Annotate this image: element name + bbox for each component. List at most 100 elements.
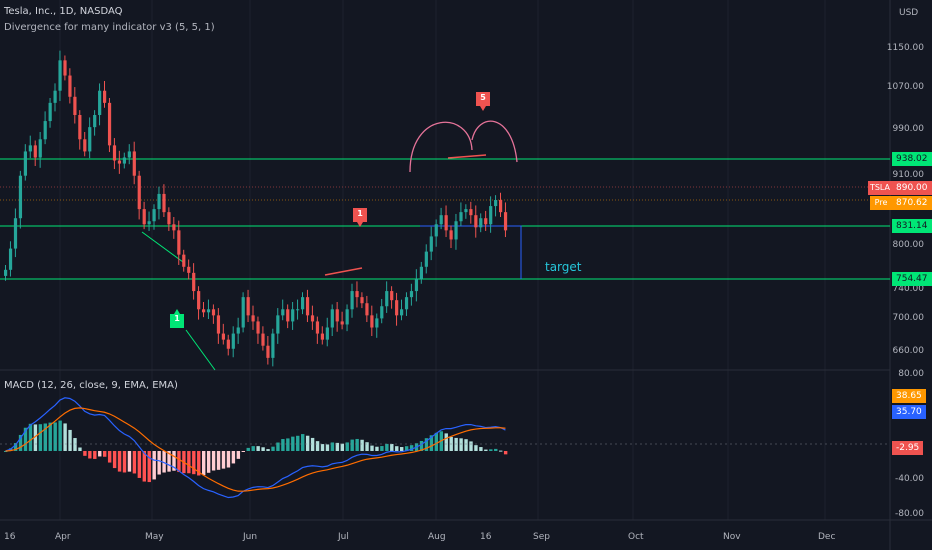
candle-body [206, 309, 211, 313]
price-axis-label: 1070.00 [886, 82, 924, 92]
pattern-arc-left [409, 121, 473, 173]
histogram-bar [88, 451, 92, 459]
histogram-bar [53, 422, 57, 451]
candle-body [157, 193, 161, 210]
histogram-bar [390, 443, 394, 451]
histogram-bar [291, 436, 295, 451]
price-axis-label: 910.00 [892, 170, 925, 180]
histogram-bar [23, 427, 28, 451]
histogram-bar [78, 447, 82, 451]
histogram-bar [28, 423, 33, 451]
bull-marker-1-label: 1 [174, 314, 180, 323]
candle-body [395, 300, 399, 316]
histogram-bar [103, 451, 107, 457]
histogram-bar [330, 442, 335, 451]
histogram-bar [137, 451, 142, 478]
bear-marker-5-label: 5 [480, 93, 486, 102]
histogram-bar [147, 451, 151, 483]
histogram-bar [231, 451, 236, 464]
candle-body [429, 236, 433, 252]
candle-body [103, 90, 107, 103]
macd-histogram [4, 420, 508, 483]
histogram-bar [355, 438, 359, 451]
bear-marker-1[interactable] [353, 208, 367, 227]
candle-body [320, 333, 324, 340]
histogram-bar [221, 451, 226, 469]
candle-body [503, 212, 508, 231]
histogram-bar [266, 449, 270, 451]
histogram-bar [112, 451, 117, 469]
time-axis-label: Nov [723, 532, 741, 542]
bull-marker-1[interactable] [170, 309, 184, 328]
candle-body [192, 272, 196, 292]
macd-axis-label: 80.00 [898, 369, 924, 379]
candle-body [296, 309, 300, 311]
bull-divergence-line [141, 231, 184, 263]
histogram-bar [167, 451, 171, 472]
candle-body [345, 309, 349, 325]
target-measure[interactable] [420, 225, 522, 279]
last-price-tag: 890.00 [892, 181, 932, 195]
candle-body [400, 309, 404, 316]
histogram-bar [494, 448, 498, 451]
bear-marker-1-label: 1 [357, 209, 363, 218]
macd-axis-label: -40.00 [894, 474, 924, 484]
histogram-bar [172, 451, 176, 471]
candle-body [18, 175, 23, 219]
histogram-bar [251, 446, 255, 451]
tsla-label: TSLA [868, 181, 892, 195]
histogram-bar [226, 451, 231, 468]
candle-body [4, 269, 8, 276]
time-axis-label: Apr [55, 532, 71, 542]
candle-body [98, 90, 102, 115]
bear-marker-5[interactable] [476, 92, 490, 111]
histogram-bar [301, 434, 305, 451]
candle-body [38, 139, 42, 158]
histogram-bar [380, 446, 384, 451]
signal-line [5, 407, 506, 492]
candle-body [350, 291, 354, 310]
price-axis-label: 800.00 [892, 240, 925, 250]
price-axis-label: 1150.00 [886, 43, 924, 53]
histogram-bar [489, 449, 493, 451]
histogram-bar [325, 444, 330, 451]
candle-body [444, 215, 448, 231]
candle-body [53, 90, 57, 103]
histogram-bar [83, 451, 87, 456]
candle-body [286, 309, 290, 322]
histogram-bar [365, 442, 369, 451]
histogram-bar [13, 443, 18, 451]
candle-body [325, 327, 329, 340]
candle-body [246, 297, 250, 316]
candle-body [494, 200, 498, 207]
candle-body [202, 309, 206, 313]
candle-body [13, 218, 18, 249]
histogram-bar [261, 447, 265, 451]
histogram-bar [320, 444, 325, 451]
candle-body [142, 209, 146, 225]
candle-body [266, 345, 270, 358]
histogram-bar [474, 445, 478, 451]
histogram-bar [400, 447, 404, 451]
candle-body [256, 321, 260, 334]
histogram-bar [117, 451, 122, 472]
candle-body [23, 151, 27, 176]
time-axis-label: Jun [243, 532, 258, 542]
histogram-bar [404, 446, 409, 451]
candle-body [281, 309, 285, 316]
level-tag-831: 831.14 [892, 219, 932, 233]
histogram-bar [132, 451, 137, 474]
histogram-bar [197, 451, 201, 476]
bear-divergence-line-1 [324, 267, 363, 276]
histogram-bar [241, 451, 245, 452]
candle-body [340, 321, 344, 325]
candle-body [48, 102, 52, 122]
candle-body [365, 303, 369, 316]
pre-label: Pre [870, 196, 892, 210]
candle-body [211, 309, 216, 316]
level-tag-938: 938.02 [892, 152, 932, 166]
candle-body [43, 121, 47, 140]
candle-body [147, 221, 151, 225]
histogram-bar [340, 443, 344, 451]
